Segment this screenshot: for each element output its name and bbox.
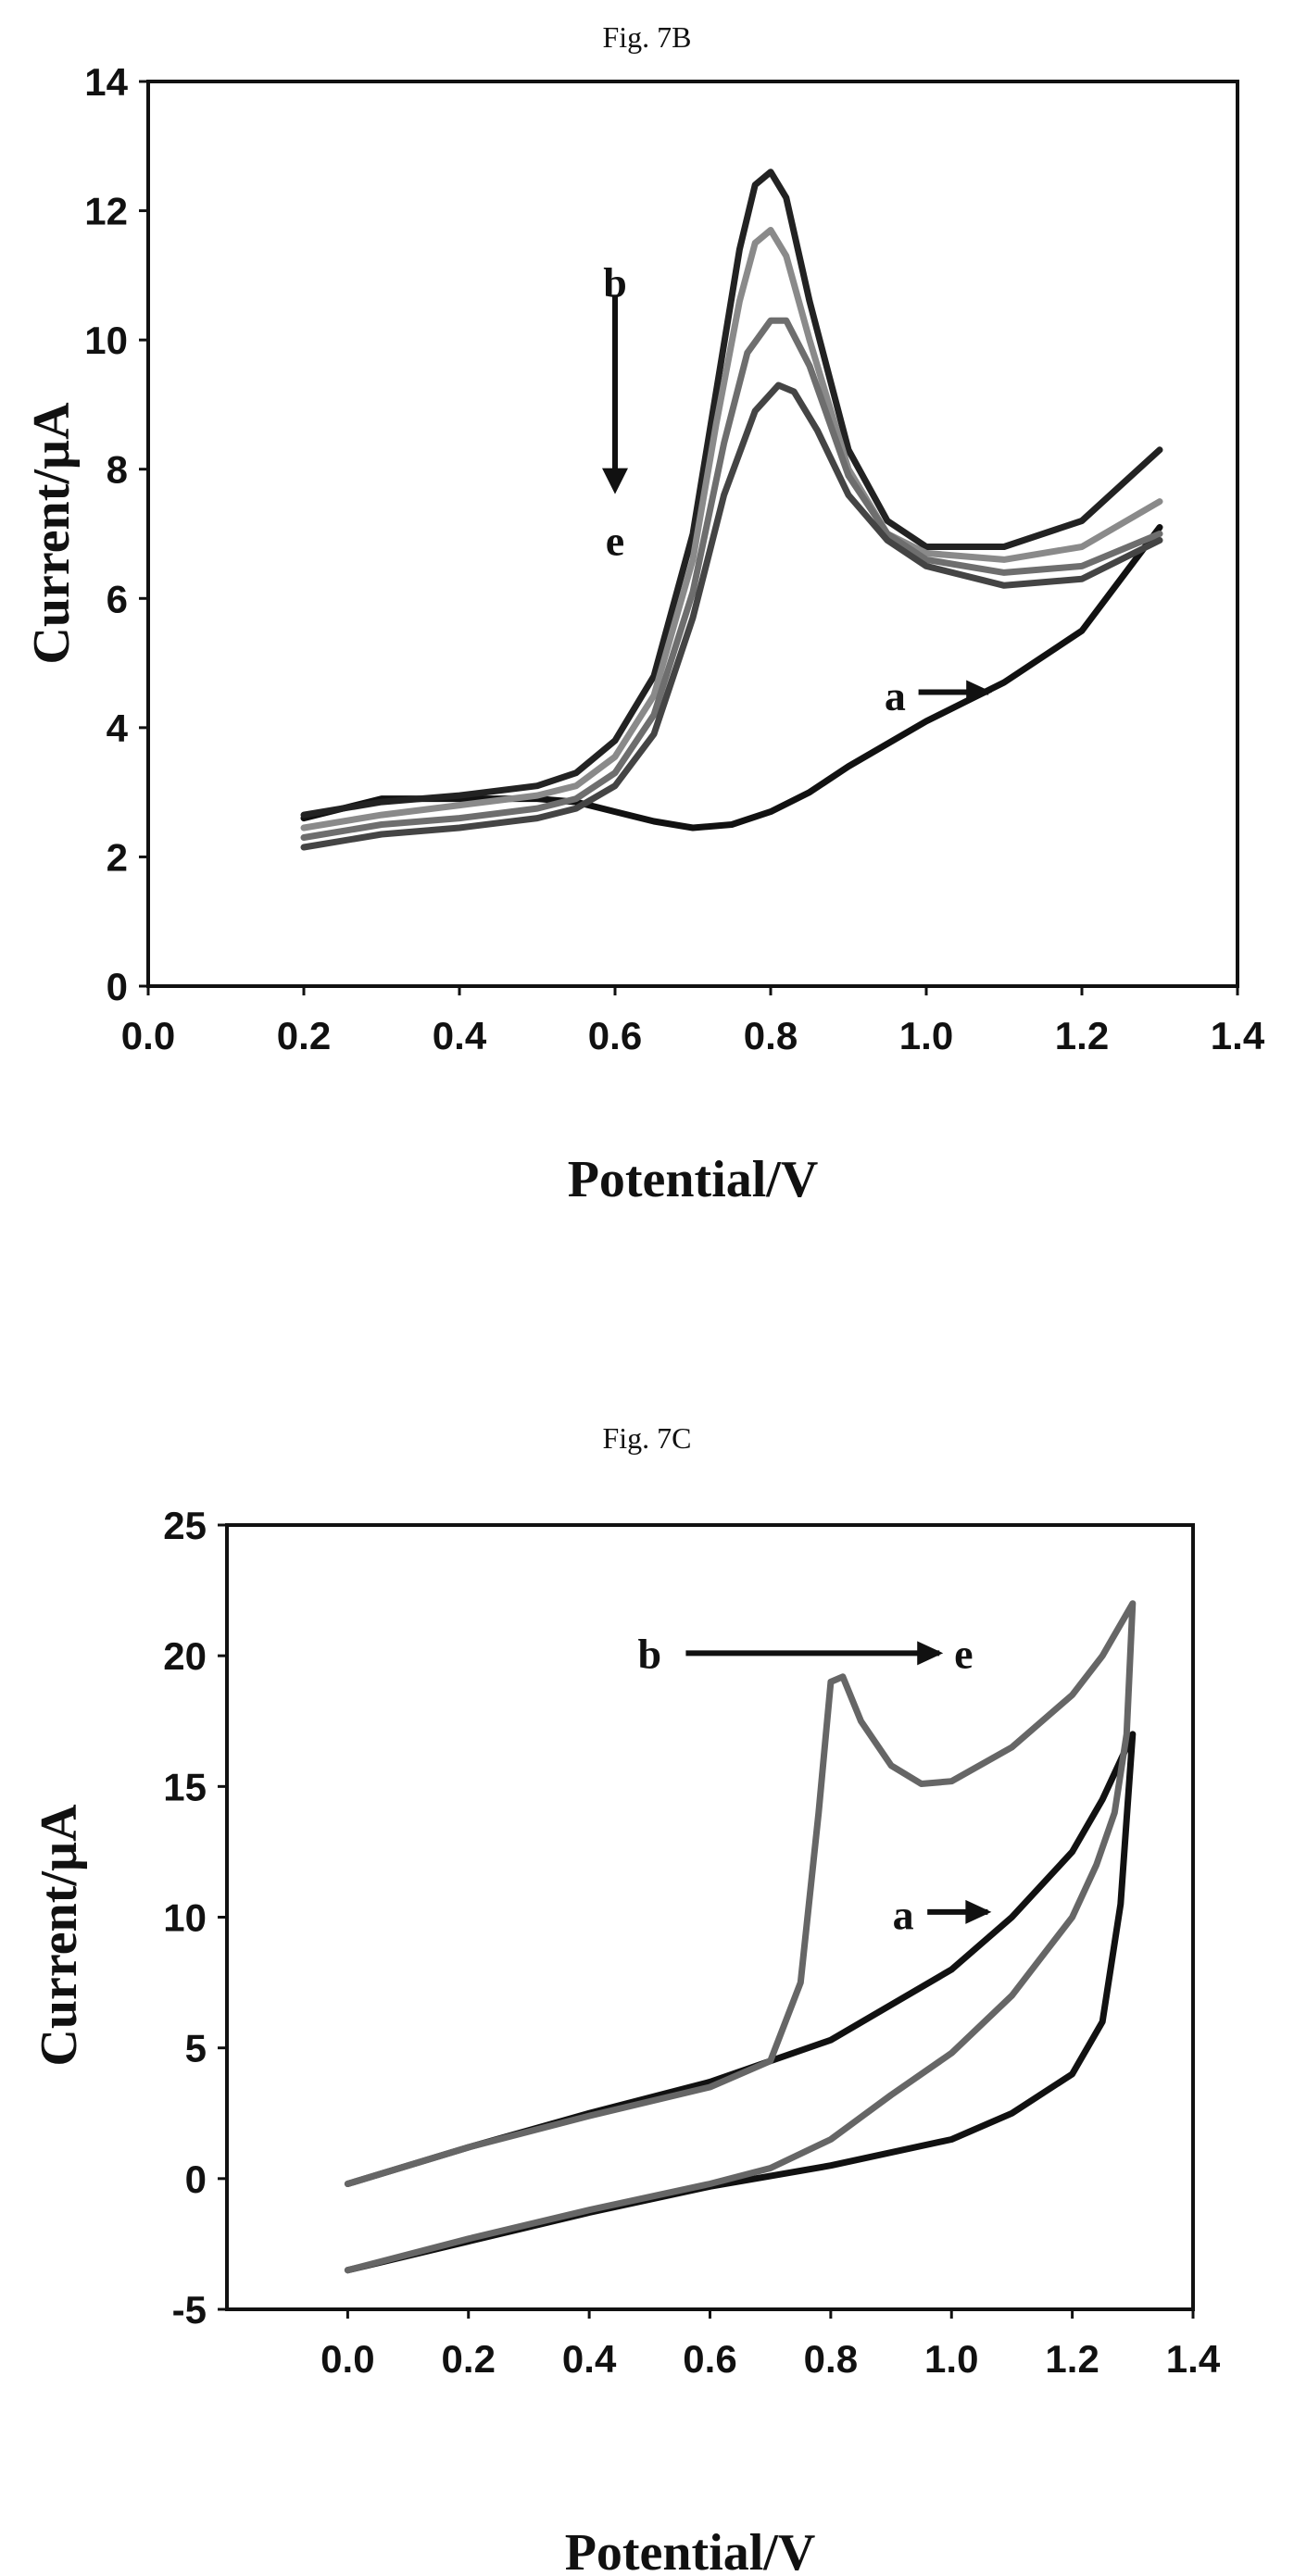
y-tick-label: -5 [172,2288,207,2332]
series-line-b-4 [300,381,1163,851]
series-line-c-0 [344,1731,1137,2274]
x-axis-label: Potential/V [568,1151,819,1208]
series-line-b-2 [300,227,1163,832]
x-tick-label: 1.4 [1211,1014,1265,1057]
y-tick-label: 2 [107,835,128,879]
figure-7c-title: Fig. 7C [602,1421,692,1455]
y-tick-label: 10 [163,1896,207,1940]
x-tick-label: 0.0 [320,2337,374,2381]
x-tick-label: 0.2 [442,2337,496,2381]
y-axis-label: Current/µA [23,402,81,665]
annotation-arrow-head [966,680,993,705]
series-line-c-1 [344,1600,1137,2274]
y-tick-label: 12 [84,190,128,233]
series-line-b-3 [300,317,1163,841]
series-line-b-1 [300,169,1163,819]
curve-annotation-e: e [606,517,624,564]
x-axis-label: Potential/V [565,2524,816,2576]
y-tick-label: 15 [163,1765,207,1808]
y-tick-label: 14 [84,60,128,104]
y-tick-label: 4 [107,707,129,750]
plot-frame-c [225,1523,1195,2311]
x-tick-label: 0.4 [562,2337,617,2381]
x-tick-label: 0.8 [804,2337,858,2381]
x-tick-label: 1.0 [924,2337,978,2381]
x-tick-label: 1.4 [1166,2337,1221,2381]
curve-annotation-a: a [893,1892,914,1939]
y-tick-label: 10 [84,319,128,362]
annotation-arrow-head [965,1899,992,1924]
curve-annotation-a: a [885,672,906,719]
y-tick-label: 0 [107,965,128,1008]
y-tick-label: 25 [163,1504,207,1547]
y-tick-label: 6 [107,577,128,620]
x-tick-label: 0.6 [588,1014,642,1057]
plot-frame-b [146,80,1239,988]
x-tick-label: 0.6 [683,2337,736,2381]
curve-annotation-b: b [638,1630,662,1677]
curve-annotation-b: b [603,258,627,306]
y-tick-label: 5 [185,2027,207,2070]
y-axis-label: Current/µA [31,1804,88,2067]
y-tick-label: 20 [163,1634,207,1678]
annotation-arrow-head [602,468,628,494]
x-tick-label: 0.2 [277,1014,331,1057]
x-tick-label: 0.0 [121,1014,175,1057]
figure-7b-title: Fig. 7B [602,20,692,54]
x-tick-label: 0.8 [744,1014,798,1057]
y-tick-label: 8 [107,448,128,492]
x-tick-label: 0.4 [433,1014,487,1057]
x-tick-label: 1.2 [1055,1014,1109,1057]
chart-7b: 0 2 4 6 8 10 12 14 0.0 0.2 0.4 0.6 0.8 1.0 1.2 1.4 Poten… [23,60,1265,1208]
annotation-arrow-head [917,1641,944,1666]
curve-annotation-e: e [954,1630,973,1677]
x-tick-label: 1.0 [899,1014,953,1057]
x-tick-label: 1.2 [1045,2337,1099,2381]
y-tick-label: 0 [185,2157,207,2201]
